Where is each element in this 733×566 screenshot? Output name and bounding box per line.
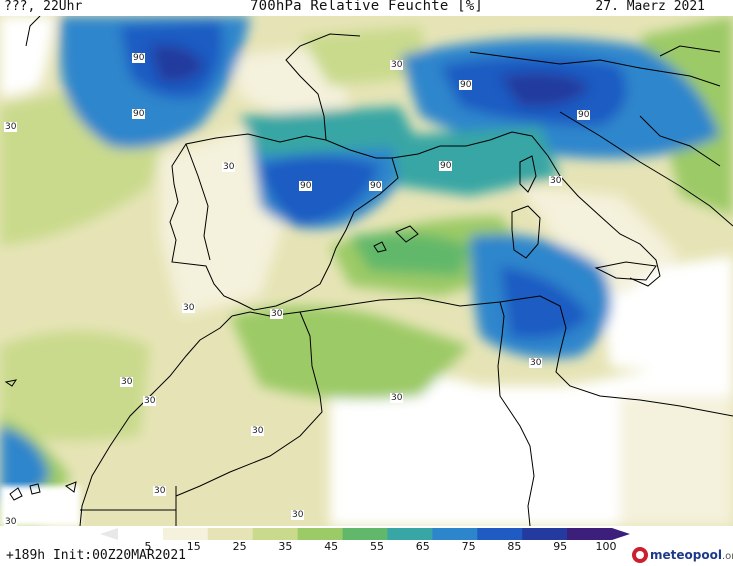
legend-tick-label: 25 [232, 540, 247, 553]
contour-label-high: 90 [577, 110, 591, 120]
brand-name: meteopool [650, 548, 722, 562]
legend-tick-label: 55 [370, 540, 384, 553]
field-edge-low [0, 486, 80, 526]
humidity-shading [0, 16, 733, 526]
legend-tick-label: 95 [553, 540, 568, 553]
legend-cell [432, 528, 478, 540]
legend-arrow-right [612, 528, 630, 540]
contour-label-low: 30 [390, 60, 404, 70]
legend-tick-label: 75 [461, 540, 476, 553]
contour-label-high: 90 [132, 109, 146, 119]
contour-label-low: 30 [143, 396, 157, 406]
contour-label-low: 30 [291, 510, 305, 520]
legend-cell [162, 528, 209, 540]
contour-label-low: 30 [251, 426, 265, 436]
contour-label-low: 30 [222, 162, 236, 172]
contour-label-high: 90 [369, 181, 383, 191]
legend-cell [387, 528, 433, 540]
contour-label-high: 90 [132, 53, 146, 63]
humidity-field [0, 16, 733, 526]
legend-tick-label: 100 [595, 540, 617, 553]
coastlines [4, 16, 733, 526]
legend-arrow-left [100, 528, 118, 540]
legend-cell [118, 528, 164, 540]
contour-label-low: 30 [120, 377, 134, 387]
contour-label-low: 30 [390, 393, 404, 403]
contour-label-low: 30 [153, 486, 167, 496]
legend-cell [522, 528, 568, 540]
legend-tick-label: 85 [507, 540, 522, 553]
valid-date-label: 27. Maerz 2021 [595, 0, 705, 14]
legend-tick-label: 45 [324, 540, 339, 553]
contour-label-low: 30 [182, 303, 196, 313]
contour-label-high: 90 [459, 80, 473, 90]
contour-label-low: 30 [549, 176, 563, 186]
humidity-map: 90 90 90 90 90 90 90 30 30 30 30 30 30 3… [0, 16, 733, 526]
meteopool-logo-icon [632, 547, 648, 563]
legend-tick-label: 5 [144, 540, 152, 553]
legend-cell [342, 528, 388, 540]
init-time-label: +189h Init:00Z20MAR2021 [6, 548, 187, 563]
contour-label-low: 30 [4, 517, 18, 526]
legend-cell [252, 528, 299, 540]
forecast-time-label: ???, 22Uhr [4, 0, 83, 14]
legend-cell [207, 528, 254, 540]
contour-label-high: 90 [439, 161, 453, 171]
legend-tick-label: 35 [278, 540, 293, 553]
contour-label-high: 90 [299, 181, 313, 191]
legend-cell [477, 528, 523, 540]
legend-tick-label: 65 [415, 540, 430, 553]
map-title: 700hPa Relative Feuchte [%] [250, 0, 483, 14]
contour-label-low: 30 [529, 358, 543, 368]
color-legend [100, 528, 630, 540]
legend-cell [297, 528, 344, 540]
legend-tick-label: 15 [186, 540, 201, 553]
contour-label-low: 30 [4, 122, 18, 132]
contour-label-low: 30 [270, 309, 284, 319]
meteopool-logo[interactable]: meteopool.org [632, 546, 733, 564]
legend-cell [567, 528, 613, 540]
brand-suffix: .org [721, 551, 733, 562]
